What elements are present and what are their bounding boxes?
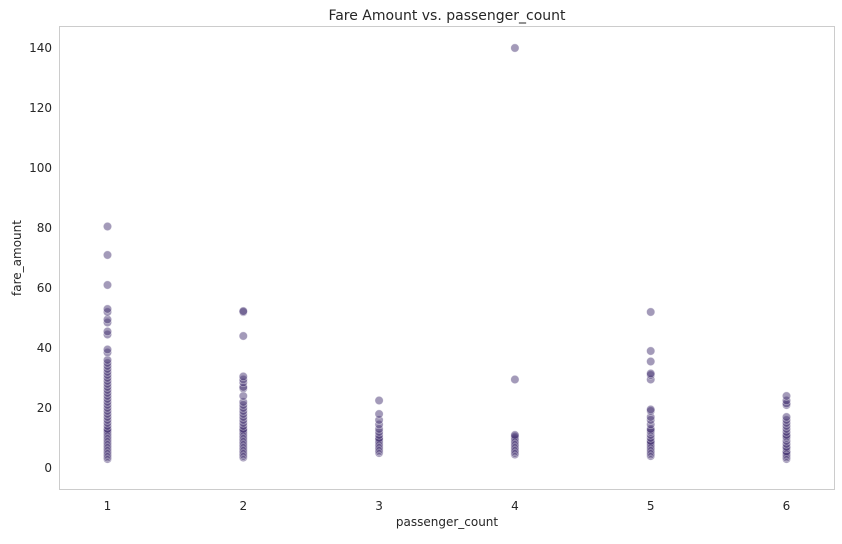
data-point <box>238 331 248 341</box>
x-tick-label: 2 <box>239 499 247 513</box>
data-point <box>646 404 656 414</box>
data-point <box>238 371 248 381</box>
data-point <box>103 304 113 314</box>
data-point <box>781 412 791 422</box>
data-point <box>646 307 656 317</box>
x-tick-label: 5 <box>647 499 655 513</box>
y-tick-labels: 0 20 40 60 80 100 120 140 <box>29 41 52 475</box>
data-point <box>103 314 113 324</box>
x-axis-label: passenger_count <box>396 515 499 529</box>
data-point <box>781 391 791 401</box>
data-point <box>646 368 656 378</box>
y-tick-label: 140 <box>29 41 52 55</box>
data-point <box>103 344 113 354</box>
data-point <box>510 430 520 440</box>
y-tick-label: 80 <box>37 221 52 235</box>
data-point <box>374 395 384 405</box>
data-point <box>103 326 113 336</box>
x-tick-label: 1 <box>104 499 112 513</box>
y-tick-label: 40 <box>37 341 52 355</box>
x-tick-label: 3 <box>375 499 383 513</box>
x-tick-labels: 1 2 3 4 5 6 <box>104 499 791 513</box>
plot-frame <box>59 26 835 490</box>
y-tick-label: 60 <box>37 281 52 295</box>
data-point <box>103 355 113 365</box>
data-point <box>646 356 656 366</box>
data-point <box>374 409 384 419</box>
x-tick-label: 6 <box>783 499 791 513</box>
chart-title: Fare Amount vs. passenger_count <box>328 8 566 24</box>
y-axis-label: fare_amount <box>10 220 24 296</box>
y-tick-label: 0 <box>44 461 52 475</box>
x-tick-label: 4 <box>511 499 519 513</box>
y-tick-label: 100 <box>29 161 52 175</box>
points-layer <box>103 43 791 464</box>
y-tick-label: 120 <box>29 101 52 115</box>
data-point <box>238 391 248 401</box>
data-point <box>103 222 113 232</box>
data-point <box>646 346 656 356</box>
y-tick-label: 20 <box>37 401 52 415</box>
data-point <box>510 43 520 53</box>
data-point <box>238 306 248 316</box>
data-point <box>103 280 113 290</box>
data-point <box>510 374 520 384</box>
data-point <box>103 250 113 260</box>
